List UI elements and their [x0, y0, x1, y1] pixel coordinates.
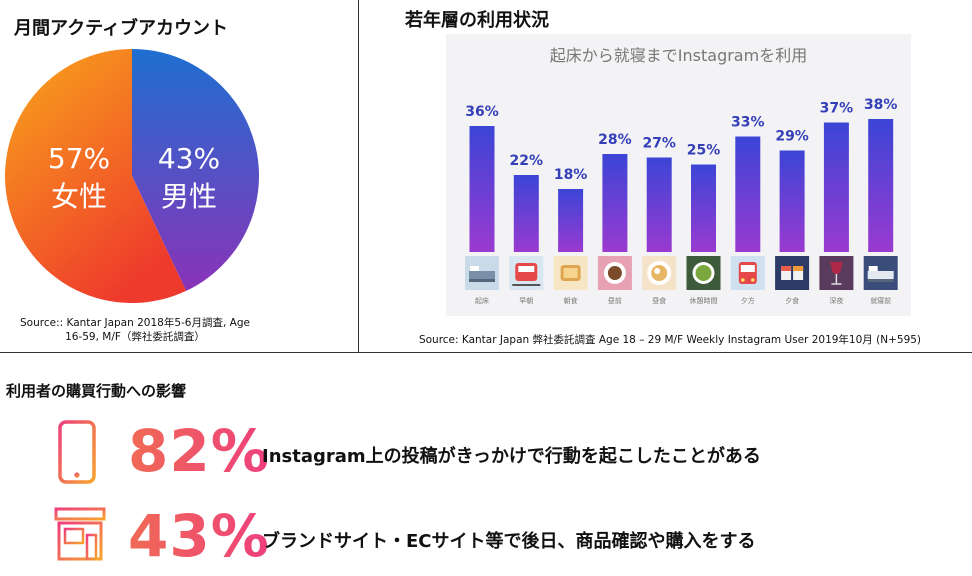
bar-chart-title: 起床から就寝までInstagramを利用	[549, 46, 808, 65]
toast-icon	[553, 256, 588, 290]
bar-data-label: 37%	[820, 101, 854, 117]
bar-category-label: 朝食	[564, 296, 578, 305]
pie-male-label: 男性	[160, 180, 217, 213]
train-icon	[509, 256, 544, 290]
pie-label-male: 43% 男性	[150, 140, 228, 216]
bar-category-label: 昼食	[652, 296, 666, 305]
wine-icon	[819, 256, 854, 290]
pie-female-label: 女性	[50, 180, 107, 213]
ramen-icon	[642, 256, 677, 290]
bar-4	[602, 154, 628, 252]
bar-category-label: 昼前	[608, 296, 622, 305]
pie-slice-female	[5, 49, 187, 303]
bar-category-label: 夕食	[785, 296, 799, 305]
bar-data-label: 25%	[687, 143, 721, 159]
pie-female-percent: 57%	[47, 142, 111, 175]
bar-data-label: 18%	[554, 167, 588, 183]
bar-category-label: 起床	[475, 296, 489, 305]
pie-source-line1: Source:: Kantar Japan 2018年5-6月調査, Age	[20, 317, 250, 329]
shop-icon	[54, 507, 106, 561]
bus-icon	[730, 256, 765, 290]
purchase-section-title: 利用者の購買行動への影響	[6, 382, 187, 400]
bar-chart-panel: 起床から就寝までInstagramを利用 36% 起床 22% 早朝 18% 朝食 28% 昼…	[446, 34, 911, 316]
stat-text-trigger: Instagram上の投稿がきっかけで行動を起こしたことがある	[262, 446, 761, 467]
bar-8	[779, 150, 805, 252]
smartphone-icon	[58, 420, 96, 484]
bed-icon	[465, 256, 499, 290]
coffee-icon	[597, 256, 632, 290]
stat-value-ec: 43%	[128, 502, 270, 570]
sushi-icon	[775, 256, 810, 290]
pie-section-title: 月間アクティブアカウント	[14, 18, 229, 39]
vertical-divider	[358, 0, 359, 352]
bar-3	[558, 189, 584, 252]
stat-row-ec: 43% ブランドサイト・ECサイト等で後日、商品確認や購入をする	[0, 502, 972, 575]
bar-1	[469, 126, 495, 252]
bar-category-label: 夕方	[741, 296, 755, 305]
bar-data-label: 27%	[642, 136, 676, 152]
bar-data-label: 22%	[510, 153, 544, 169]
stat-text-ec: ブランドサイト・ECサイト等で後日、商品確認や購入をする	[262, 531, 756, 552]
bar-2	[513, 175, 539, 252]
pie-source: Source:: Kantar Japan 2018年5-6月調査, Age 1…	[0, 316, 270, 344]
bar-7	[735, 136, 761, 252]
tea-icon	[686, 256, 721, 290]
bar-category-label: 早朝	[519, 297, 533, 305]
bar-data-label: 36%	[465, 104, 499, 120]
stat-row-trigger: 82% Instagram上の投稿がきっかけで行動を起こしたことがある	[0, 417, 972, 490]
horizontal-divider	[0, 352, 972, 353]
bar-category-label: 就寝前	[870, 296, 891, 305]
pie-source-line2: 16-59, M/F（弊社委託調査）	[65, 331, 205, 343]
stat-value-trigger: 82%	[128, 417, 270, 485]
pie-label-female: 57% 女性	[40, 140, 118, 216]
pie-male-percent: 43%	[157, 142, 221, 175]
young-section-title: 若年層の利用状況	[405, 10, 549, 31]
bar-data-label: 38%	[864, 97, 898, 113]
bar-chart: 36% 起床 22% 早朝 18% 朝食 28% 昼前 27% 昼食 25% 休憩時間 33% 夕方 29%…	[465, 97, 898, 305]
bar-source: Source: Kantar Japan 弊社委託調査 Age 18 – 29 …	[418, 334, 922, 346]
bar-data-label: 28%	[598, 132, 632, 148]
bar-6	[691, 164, 716, 252]
pie-chart	[5, 49, 259, 303]
bar-category-label: 休憩時間	[690, 296, 718, 305]
bar-data-label: 29%	[775, 129, 809, 145]
bar-category-label: 深夜	[829, 296, 843, 305]
bar-10	[868, 119, 894, 252]
bar-9	[823, 122, 849, 252]
bar-5	[646, 157, 672, 252]
bar-data-label: 33%	[731, 115, 765, 131]
bed-night-icon	[863, 256, 898, 290]
pie-slice-male	[132, 49, 259, 291]
